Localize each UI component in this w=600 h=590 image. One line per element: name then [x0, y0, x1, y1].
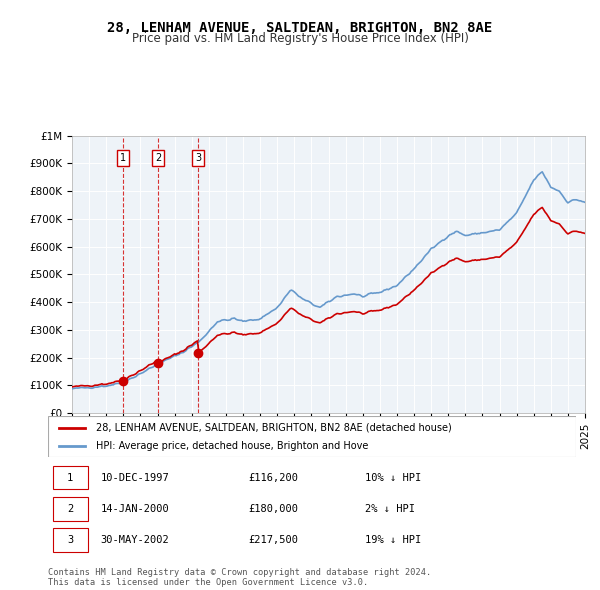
Text: 3: 3: [67, 535, 73, 545]
Text: HPI: Average price, detached house, Brighton and Hove: HPI: Average price, detached house, Brig…: [95, 441, 368, 451]
FancyBboxPatch shape: [53, 497, 88, 520]
Text: 10-DEC-1997: 10-DEC-1997: [101, 473, 170, 483]
Text: 28, LENHAM AVENUE, SALTDEAN, BRIGHTON, BN2 8AE (detached house): 28, LENHAM AVENUE, SALTDEAN, BRIGHTON, B…: [95, 422, 451, 432]
Text: Price paid vs. HM Land Registry's House Price Index (HPI): Price paid vs. HM Land Registry's House …: [131, 32, 469, 45]
Text: 14-JAN-2000: 14-JAN-2000: [101, 504, 170, 514]
Text: 1: 1: [67, 473, 73, 483]
Text: £116,200: £116,200: [248, 473, 299, 483]
FancyBboxPatch shape: [53, 466, 88, 490]
Text: 19% ↓ HPI: 19% ↓ HPI: [365, 535, 421, 545]
FancyBboxPatch shape: [53, 529, 88, 552]
Text: 28, LENHAM AVENUE, SALTDEAN, BRIGHTON, BN2 8AE: 28, LENHAM AVENUE, SALTDEAN, BRIGHTON, B…: [107, 21, 493, 35]
Text: 10% ↓ HPI: 10% ↓ HPI: [365, 473, 421, 483]
Text: 2: 2: [155, 153, 161, 163]
Text: 2: 2: [67, 504, 73, 514]
Text: 3: 3: [195, 153, 201, 163]
Text: 30-MAY-2002: 30-MAY-2002: [101, 535, 170, 545]
FancyBboxPatch shape: [48, 416, 576, 457]
Text: Contains HM Land Registry data © Crown copyright and database right 2024.
This d: Contains HM Land Registry data © Crown c…: [48, 568, 431, 587]
Text: £217,500: £217,500: [248, 535, 299, 545]
Text: 2% ↓ HPI: 2% ↓ HPI: [365, 504, 415, 514]
Text: 1: 1: [119, 153, 125, 163]
Text: £180,000: £180,000: [248, 504, 299, 514]
